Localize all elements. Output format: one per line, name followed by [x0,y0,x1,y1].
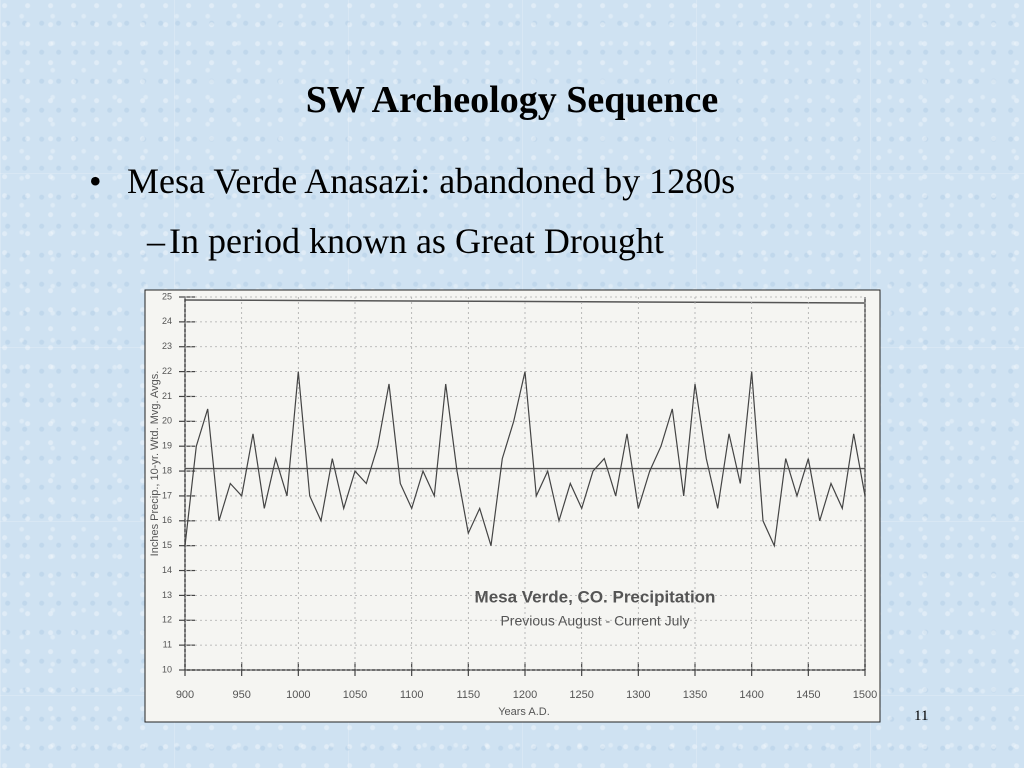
x-tick-label: 1150 [457,689,481,701]
y-tick-label: 17 [162,490,172,500]
x-tick-label: 1500 [853,689,877,701]
y-tick-label: 20 [162,416,172,426]
slide-title: SW Archeology Sequence [305,79,719,121]
y-tick-label: 22 [162,366,172,376]
x-axis-label: Years A.D. [498,706,550,718]
x-tick-label: 1250 [569,689,593,701]
y-tick-label: 14 [162,565,172,575]
x-tick-label: 950 [232,689,250,701]
x-tick-label: 1200 [513,689,537,701]
annotation: Previous August - Current July [500,613,689,629]
data-line [184,371,866,548]
y-tick-label: 13 [162,590,172,600]
y-axis-label: Inches Precip., 10-yr. Wtd. Mvg. Avgs. [149,371,161,557]
x-tick-label: 1300 [626,689,650,701]
bullet: Mesa Verde Anasazi: abandoned by 1280s [89,160,735,202]
x-tick-label: 1000 [286,689,310,701]
y-tick-label: 10 [162,664,172,674]
y-tick-label: 12 [162,615,172,625]
x-tick-label: 1050 [343,689,367,701]
x-tick-label: 1350 [683,689,707,701]
y-tick-label: 23 [162,341,172,351]
y-tick-label: 11 [163,640,172,650]
x-tick-label: 1400 [739,689,763,701]
page-number: 11 [914,708,929,724]
x-tick-label: 900 [176,689,194,701]
x-tick-label: 1100 [400,689,424,701]
y-tick-label: 24 [162,316,172,326]
x-tick-label: 1450 [796,689,820,701]
annotation: Mesa Verde, CO. Precipitation [475,587,716,606]
y-tick-label: 16 [162,515,172,525]
y-tick-label: 18 [162,465,172,475]
y-tick-label: 21 [162,391,172,401]
y-tick-label: 19 [162,441,172,451]
y-tick-label: 25 [162,291,172,301]
bullet: In period known as Great Drought [147,220,664,262]
chart-frame [144,289,881,723]
y-tick-label: 15 [162,540,172,550]
